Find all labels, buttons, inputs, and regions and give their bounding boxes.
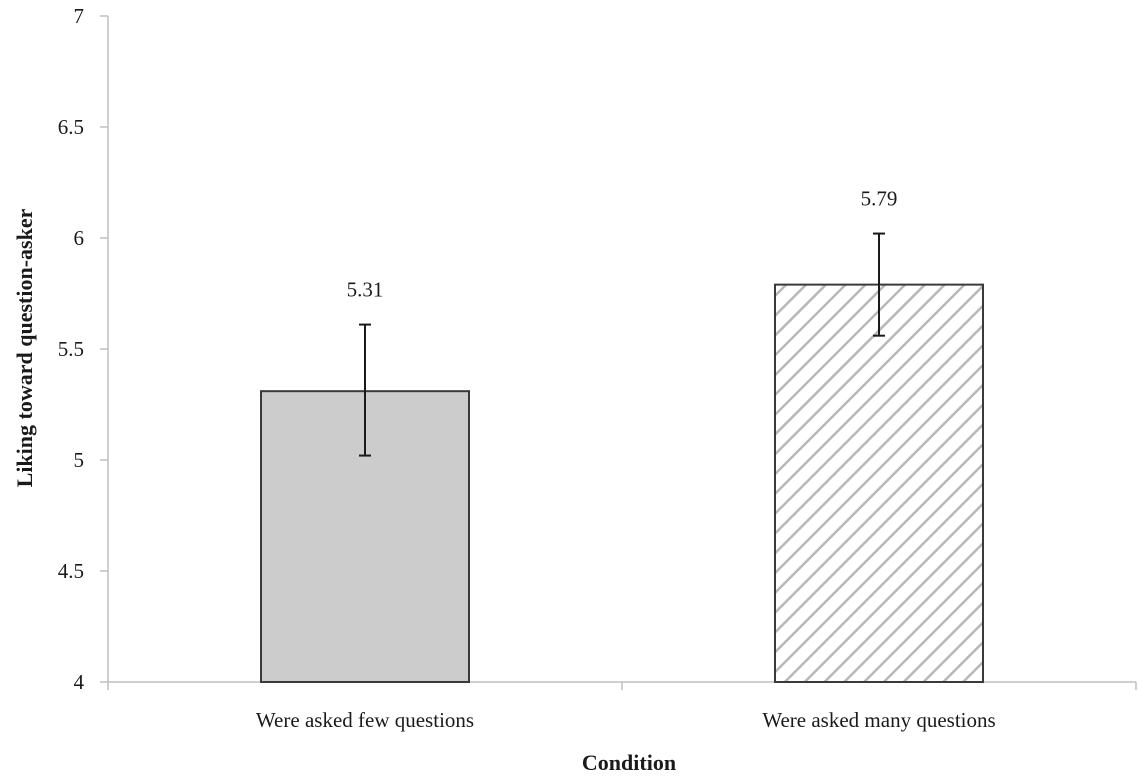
y-tick-label: 7 bbox=[74, 4, 85, 28]
y-tick-label: 5 bbox=[74, 448, 85, 472]
data-label: 5.31 bbox=[347, 278, 384, 302]
y-tick-label: 6.5 bbox=[58, 115, 84, 139]
y-tick-label: 6 bbox=[74, 226, 85, 250]
x-axis-title: Condition bbox=[582, 750, 676, 775]
y-tick-label: 4.5 bbox=[58, 559, 84, 583]
y-tick-label: 5.5 bbox=[58, 337, 84, 361]
y-axis-title: Liking toward question-asker bbox=[12, 208, 37, 487]
y-tick-label: 4 bbox=[74, 670, 85, 694]
bar-2 bbox=[774, 283, 984, 683]
x-category-label: Were asked few questions bbox=[256, 708, 474, 732]
x-category-label: Were asked many questions bbox=[762, 708, 995, 732]
plot-area: 4 4.5 5 5.5 6 6.5 7 5.31 Were asked few question… bbox=[58, 4, 1137, 732]
data-label: 5.79 bbox=[861, 187, 898, 211]
